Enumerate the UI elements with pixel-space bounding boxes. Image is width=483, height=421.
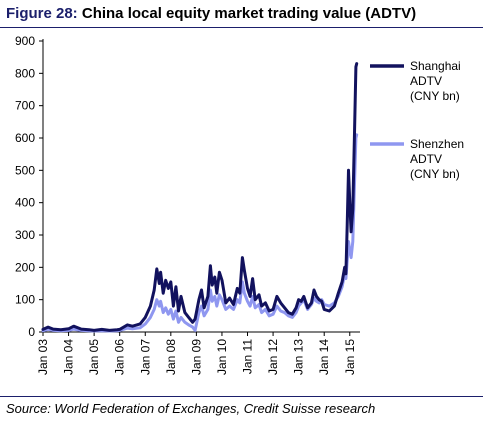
x-tick-label: Jan 15 xyxy=(343,339,357,375)
x-tick-label: Jan 07 xyxy=(138,339,152,375)
legend-label: Shenzhen xyxy=(410,137,464,151)
x-tick-label: Jan 08 xyxy=(164,339,178,375)
x-tick-label: Jan 04 xyxy=(62,339,76,375)
legend-label: (CNY bn) xyxy=(410,89,460,103)
x-tick-label: Jan 05 xyxy=(87,339,101,375)
y-tick-label: 400 xyxy=(15,196,35,210)
y-tick-label: 500 xyxy=(15,163,35,177)
y-tick-label: 300 xyxy=(15,228,35,242)
top-rule xyxy=(0,27,483,28)
y-tick-labels: 0 100 200 300 400 500 600 700 800 900 xyxy=(15,34,35,339)
y-tick-label: 100 xyxy=(15,293,35,307)
series-line xyxy=(41,62,359,332)
series-lines xyxy=(41,62,359,333)
y-tick-label: 600 xyxy=(15,131,35,145)
legend-label: Shanghai xyxy=(410,59,461,73)
y-tick-label: 200 xyxy=(15,260,35,274)
y-tick-label: 0 xyxy=(28,325,35,339)
y-tick-label: 800 xyxy=(15,66,35,80)
legend-label: ADTV xyxy=(410,74,442,88)
y-tick-label: 700 xyxy=(15,99,35,113)
bottom-rule xyxy=(0,396,483,397)
figure-label: Figure 28: xyxy=(6,5,78,22)
x-tick-labels: Jan 03 Jan 04 Jan 05 Jan 06 Jan 07 Jan 08 Jan … xyxy=(36,339,357,375)
x-tick-label: Jan 14 xyxy=(317,339,331,375)
x-tick-label: Jan 12 xyxy=(266,339,280,375)
x-tick-label: Jan 11 xyxy=(241,339,255,374)
x-tick-label: Jan 09 xyxy=(189,339,203,375)
x-tick-label: Jan 13 xyxy=(292,339,306,375)
source-note: Source: World Federation of Exchanges, C… xyxy=(6,401,376,416)
chart-axes xyxy=(39,39,360,336)
x-tick-label: Jan 10 xyxy=(215,339,229,375)
x-tick-label: Jan 06 xyxy=(113,339,127,375)
legend-label: ADTV xyxy=(410,152,442,166)
legend-label: (CNY bn) xyxy=(410,167,460,181)
chart-title: Figure 28: China local equity market tra… xyxy=(6,5,416,22)
x-tick-label: Jan 03 xyxy=(36,339,50,375)
y-tick-label: 900 xyxy=(15,34,35,48)
title-text: China local equity market trading value … xyxy=(81,5,417,22)
